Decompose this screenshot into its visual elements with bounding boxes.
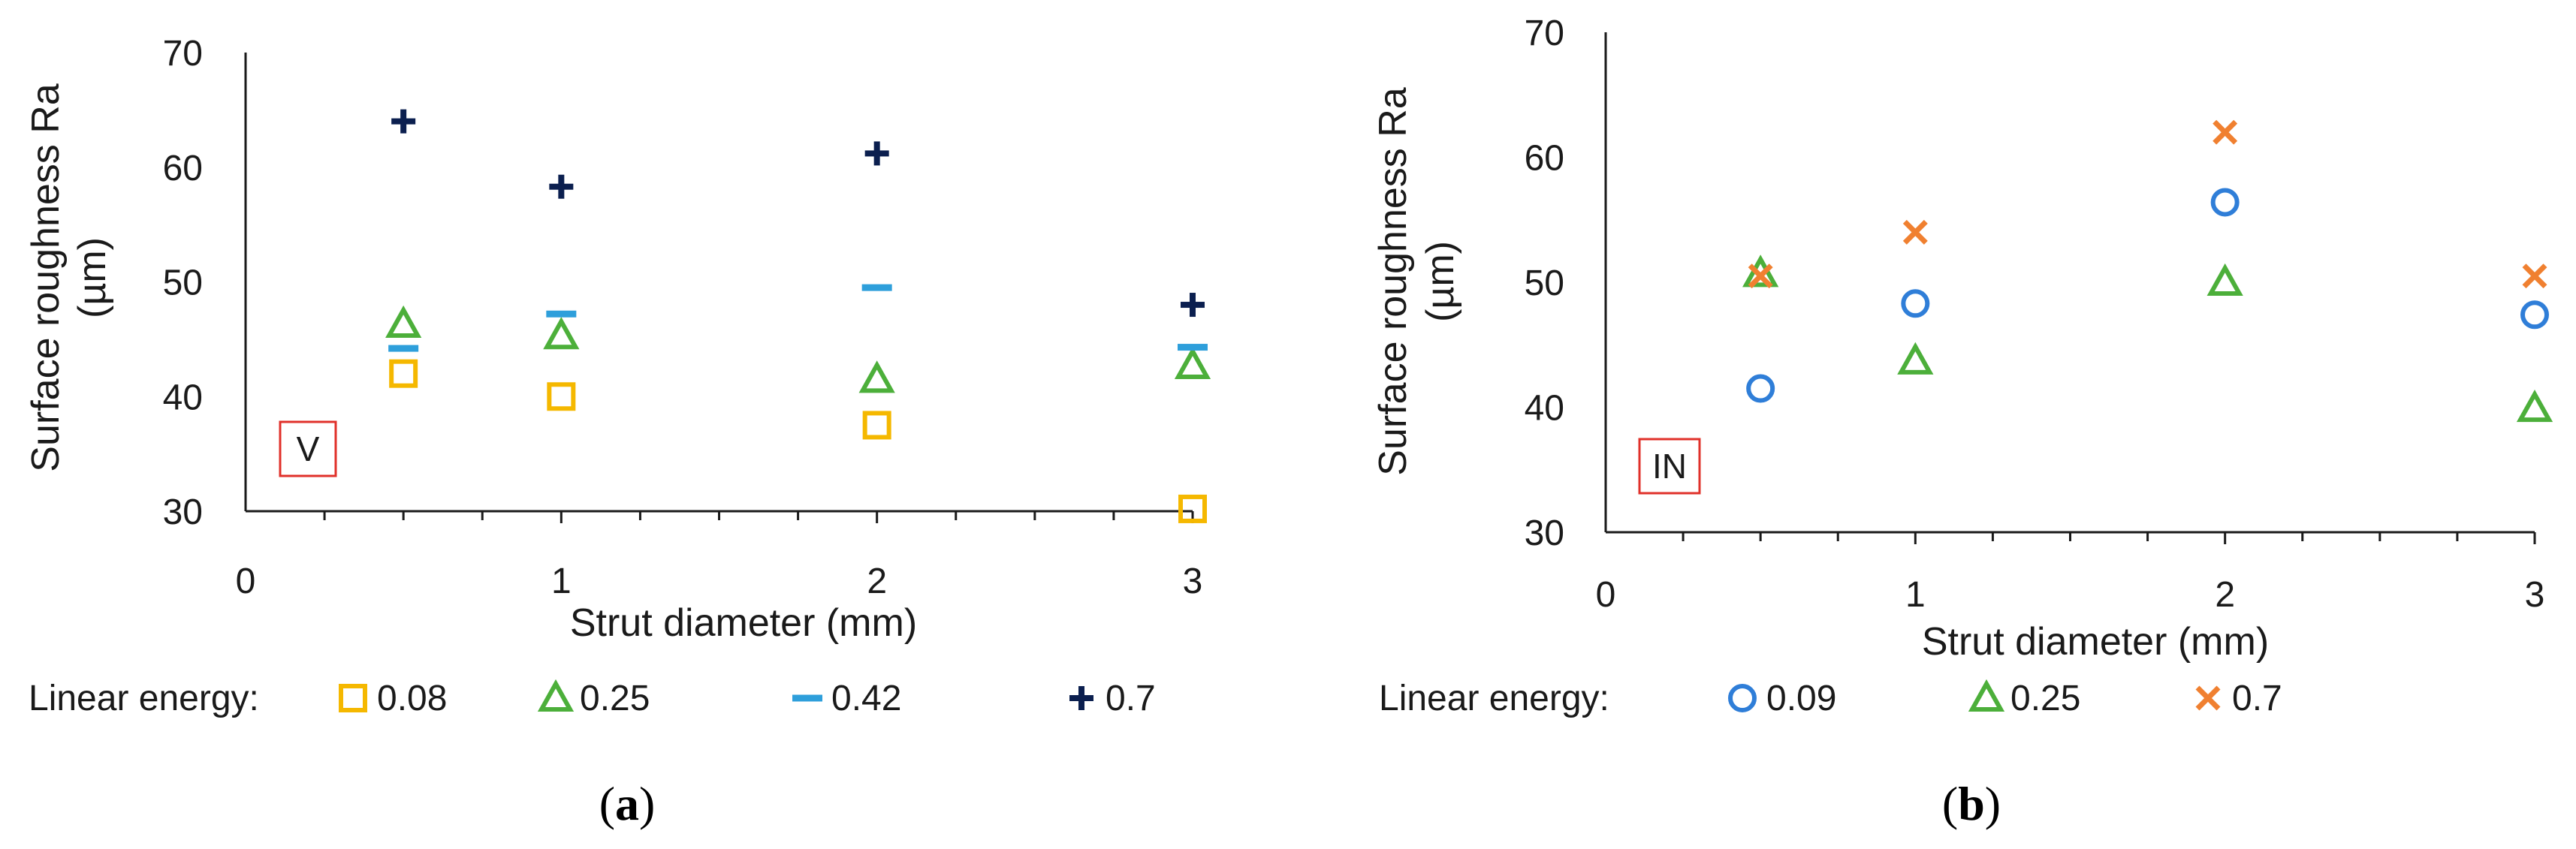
panel-a-legend-label: 0.25 <box>580 679 650 718</box>
panel-a-legend-label: 0.42 <box>831 679 901 718</box>
panel-a-point-series-0.25 <box>543 317 580 350</box>
panel-b-point-series-0.09 <box>1901 289 1930 318</box>
panel-b-point-series-0.7-b <box>1748 263 1773 289</box>
panel-a-legend-marker-0.42 <box>792 694 822 702</box>
panel-b-legend-marker-0.09 <box>1728 684 1757 712</box>
panel-a-point-series-0.25 <box>385 305 422 339</box>
panel-b-point-series-0.25 <box>2516 390 2553 423</box>
panel-b-point-series-0.7 <box>2213 119 2238 145</box>
panel-a-x-tick-label: 3 <box>1183 561 1203 601</box>
panel-a-y-tick-label: 70 <box>163 34 203 74</box>
panel-a-legend-marker-0.08 <box>339 684 367 712</box>
panel-b-x-tick-label: 0 <box>1596 575 1616 615</box>
panel-b-x-tick-label: 3 <box>2525 575 2545 615</box>
panel-b-caption: (b) <box>1942 777 2001 830</box>
panel-a-x-ticks: 0 1 2 3 <box>236 561 1203 601</box>
panel-a-region-box <box>279 420 337 477</box>
panel-a-point-series-0.25 <box>1174 346 1211 380</box>
panel-a-y-tick-label: 30 <box>163 492 203 532</box>
panel-b-x-tick-label: 1 <box>1905 575 1926 615</box>
panel-b-legend-label: 0.09 <box>1766 679 1836 718</box>
panel-b-point-series-0.7-b <box>2522 263 2547 289</box>
panel-a-point-series-0.7-v <box>1190 293 1196 318</box>
panel-a-x-tick-label: 1 <box>551 561 572 601</box>
panel-b-x-minor-ticks <box>1682 532 2536 544</box>
panel-a-point-series-0.7-v <box>558 174 565 199</box>
panel-a-y-tick-label: 60 <box>163 149 203 188</box>
panel-b-point-series-0.7-b <box>1902 219 1928 245</box>
panel-a-point-series-0.08 <box>547 382 576 411</box>
panel-a-y-tick-label: 40 <box>163 378 203 417</box>
panel-a-legend-label: 0.08 <box>377 679 447 718</box>
panel-a-caption: (a) <box>599 777 656 830</box>
panel-b-legend: 0.09 0.25 0.7 <box>1728 679 2282 718</box>
panel-a-y-tick-label: 50 <box>163 263 203 303</box>
panel-b-legend-label: 0.25 <box>2010 679 2080 718</box>
panel-b-region-box <box>1638 438 1701 495</box>
panel-a-legend-marker-0.7-v <box>1078 686 1084 710</box>
panel-b-legend-marker-0.7-b <box>2195 685 2221 711</box>
panel-a-point-series-0.08 <box>862 411 891 440</box>
panel-b-chart: Surface roughness Ra (µm) 30 40 50 60 70 0 1 2… <box>1371 14 2553 830</box>
panel-b-point-series-0.25 <box>1897 342 1934 375</box>
panel-b-point-series-0.09 <box>1746 374 1775 403</box>
panel-b-point-series-0.25 <box>1742 254 1779 288</box>
panel-a-x-label: Strut diameter (mm) <box>570 601 917 645</box>
panel-b-legend-title: Linear energy: <box>1379 679 1609 718</box>
panel-a-y-ticks: 30 40 50 60 70 <box>163 34 203 532</box>
panel-b-y-label-line1: Surface roughness Ra <box>1371 87 1415 475</box>
panel-a-point-series-0.7 <box>864 141 889 166</box>
panel-a-x-tick-label: 2 <box>867 561 887 601</box>
panel-a-point-series-0.08 <box>1178 494 1207 523</box>
panel-a-point-series-0.25 <box>858 360 895 393</box>
panel-a-region-label: V <box>297 429 320 468</box>
panel-b-data-points <box>1742 119 2553 423</box>
panel-a-y-label-line2: (µm) <box>71 237 114 318</box>
panel-b-legend-marker-0.25 <box>1968 679 2005 712</box>
panel-a-point-series-0.42 <box>546 310 577 318</box>
panel-b-y-ticks: 30 40 50 60 70 <box>1525 14 1564 553</box>
panel-b-y-label-line2: (µm) <box>1419 241 1462 322</box>
panel-b-x-ticks: 0 1 2 3 <box>1596 575 2545 615</box>
panel-b-point-series-0.25 <box>2206 263 2243 296</box>
panel-b-point-series-0.7 <box>2522 263 2547 289</box>
panel-a-point-series-0.08 <box>389 359 418 388</box>
panel-b-region-label: IN <box>1652 447 1687 486</box>
panel-b-y-tick-label: 50 <box>1525 263 1564 303</box>
panel-a-point-series-0.7-v <box>873 141 880 166</box>
panel-b-point-series-0.7 <box>1902 219 1928 245</box>
panel-b-legend-marker-0.7 <box>2195 685 2221 711</box>
panel-a-x-minor-ticks <box>323 511 1194 523</box>
panel-a-point-series-0.7 <box>1181 293 1205 318</box>
panel-b-point-series-0.09 <box>2210 188 2240 217</box>
panel-a-legend-marker-0.25 <box>537 679 575 712</box>
panel-b-legend-label: 0.7 <box>2232 679 2282 718</box>
panel-b-caption-letter: b <box>1958 777 1985 830</box>
panel-a-x-tick-label: 0 <box>236 561 256 601</box>
panel-a-point-series-0.7 <box>391 109 416 134</box>
panel-a-point-series-0.42 <box>388 345 419 352</box>
panel-a-legend-marker-0.7 <box>1069 686 1093 710</box>
panel-b-x-label: Strut diameter (mm) <box>1922 620 2269 664</box>
panel-b-point-series-0.7 <box>1748 263 1773 289</box>
panel-b-x-tick-label: 2 <box>2215 575 2235 615</box>
panel-b-point-series-0.09 <box>2520 300 2549 330</box>
panel-a-point-series-0.7 <box>549 174 574 199</box>
panel-a-data-points <box>385 109 1211 523</box>
panel-b-y-tick-label: 40 <box>1525 389 1564 429</box>
panel-b-point-series-0.7-b <box>2213 119 2238 145</box>
panel-a-legend-label: 0.7 <box>1106 679 1156 718</box>
panel-a-legend: 0.08 0.25 0.42 0.7 <box>339 679 1156 718</box>
panel-a-legend-title: Linear energy: <box>29 679 259 718</box>
panel-a-y-label-line1: Surface roughness Ra <box>24 83 68 471</box>
panel-b-y-tick-label: 60 <box>1525 139 1564 179</box>
panel-a-chart: Surface roughness Ra (µm) 30 40 50 60 70 0 1 2… <box>24 34 1211 830</box>
panel-a-point-series-0.42 <box>861 284 892 291</box>
panel-a-caption-letter: a <box>615 777 639 830</box>
panel-b-y-tick-label: 30 <box>1525 513 1564 553</box>
panel-a-point-series-0.7-v <box>400 109 407 134</box>
panel-b-y-tick-label: 70 <box>1525 14 1564 53</box>
panel-a-point-series-0.42 <box>1178 344 1208 351</box>
